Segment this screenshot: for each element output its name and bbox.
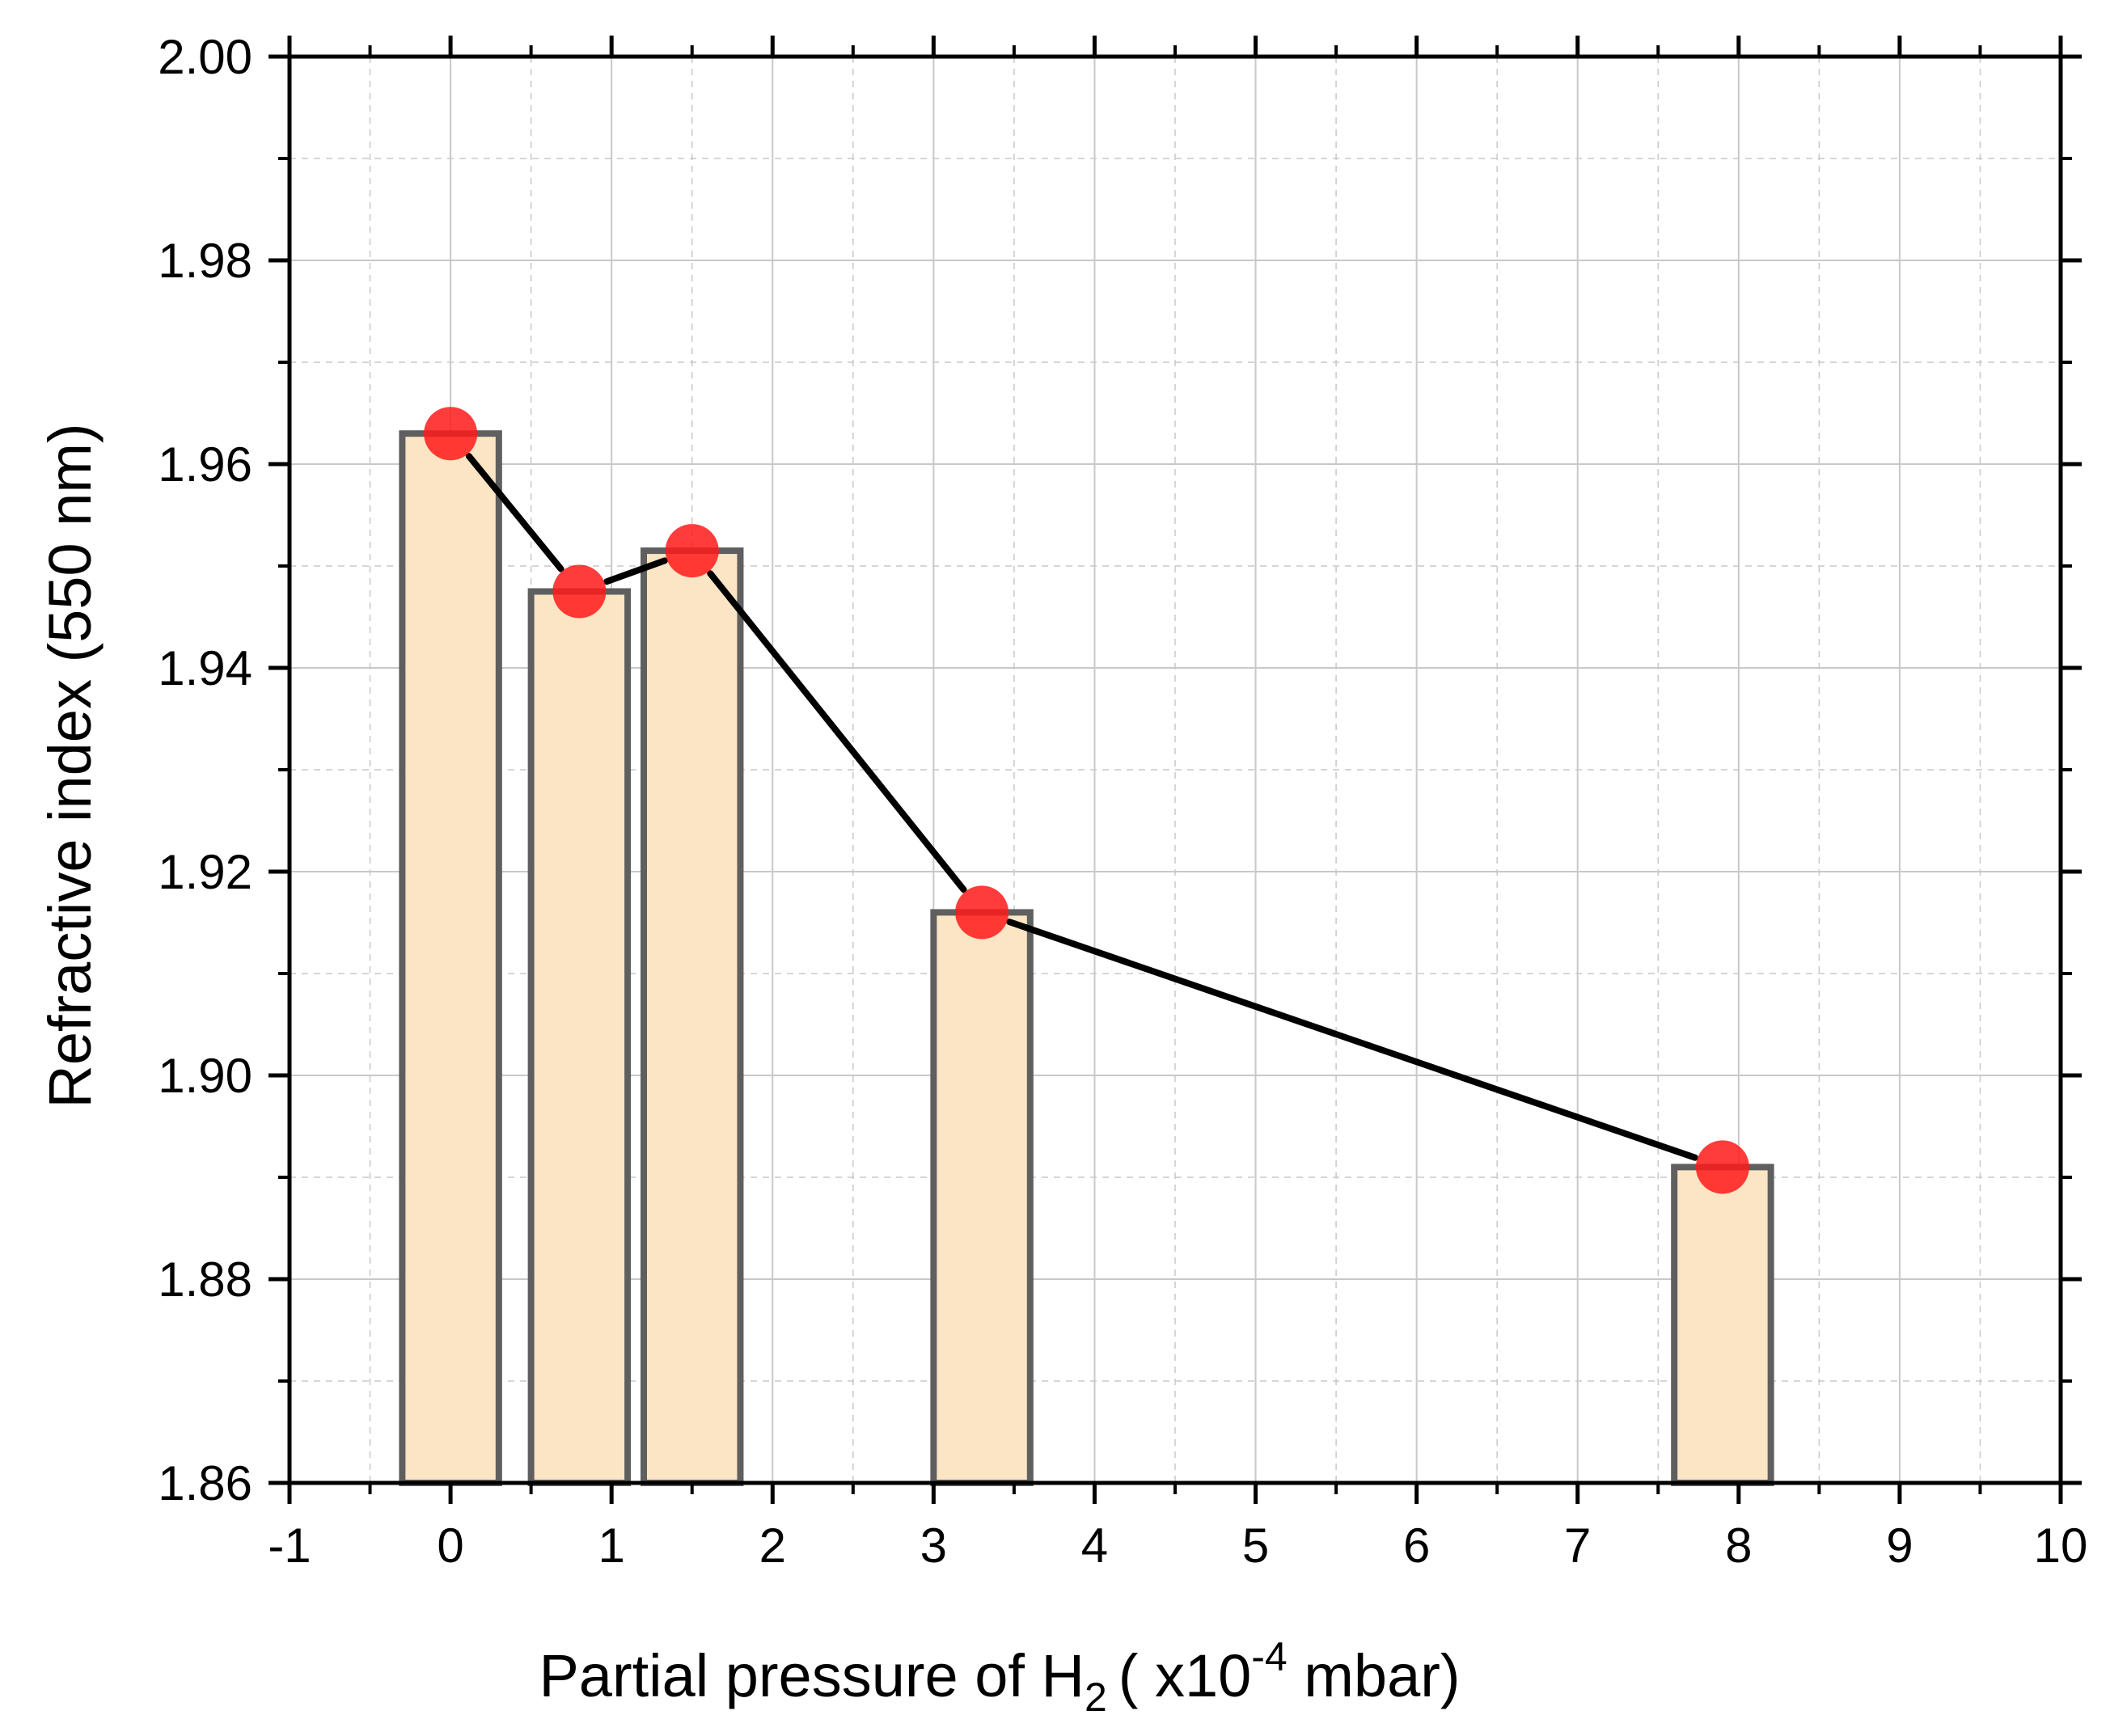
x-tick-label: 8 [1725, 1518, 1752, 1573]
x-tick-label: 4 [1081, 1518, 1108, 1573]
x-tick-label: 5 [1242, 1518, 1269, 1573]
line-layer [465, 453, 1698, 1161]
y-tick-label: 1.94 [158, 641, 252, 695]
bar [641, 547, 744, 1486]
data-point-marker [955, 885, 1009, 940]
bar [399, 430, 502, 1487]
x-axis-title-unit: mbar) [1288, 1642, 1461, 1709]
data-point-marker [424, 407, 478, 461]
x-tick-label: 10 [2034, 1518, 2088, 1573]
axis-layer [269, 36, 2082, 1504]
y-tick-label: 1.96 [158, 437, 252, 492]
x-tick-label: 9 [1886, 1518, 1913, 1573]
x-tick-label: 7 [1564, 1518, 1591, 1573]
x-tick-label: 3 [920, 1518, 947, 1573]
series-line-segment [603, 557, 668, 585]
bar [930, 909, 1034, 1486]
series-line-segment [465, 453, 564, 572]
y-tick-label: 2.00 [158, 30, 252, 84]
x-axis-title-middle: ( x10 [1118, 1642, 1252, 1709]
tick-label-layer: -1 0 1 2 3 4 5 6 7 8 9 10 1.86 1.88 1.90 1.92 1.94 1.96 1.… [158, 30, 2087, 1573]
x-tick-label: 2 [759, 1518, 786, 1573]
data-point-marker [552, 564, 607, 619]
series-line-segment [707, 570, 967, 893]
x-tick-label: 0 [437, 1518, 463, 1573]
x-tick-label: 1 [598, 1518, 624, 1573]
y-tick-label: 1.88 [158, 1252, 252, 1307]
x-axis-title-superscript: -4 [1251, 1634, 1287, 1679]
bar [1671, 1164, 1774, 1487]
x-tick-label: -1 [268, 1518, 311, 1573]
data-point-marker [665, 524, 719, 578]
y-tick-label: 1.86 [158, 1456, 252, 1510]
y-tick-label: 1.98 [158, 234, 252, 288]
x-axis-title: Partial pressure of H2( x10-4 mbar) [539, 1634, 1460, 1720]
x-tick-label: 6 [1403, 1518, 1430, 1573]
x-axis-title-main: Partial pressure of H [539, 1642, 1085, 1709]
series-line-segment [1006, 919, 1698, 1161]
y-tick-label: 1.90 [158, 1049, 252, 1103]
bar [527, 588, 632, 1486]
data-point-marker [1695, 1140, 1749, 1194]
bar-layer [399, 430, 1774, 1487]
x-axis-title-subscript: 2 [1085, 1675, 1107, 1720]
marker-layer [424, 407, 1749, 1194]
y-axis-title: Refractive index (550 nm) [36, 423, 104, 1108]
y-tick-label: 1.92 [158, 845, 252, 899]
